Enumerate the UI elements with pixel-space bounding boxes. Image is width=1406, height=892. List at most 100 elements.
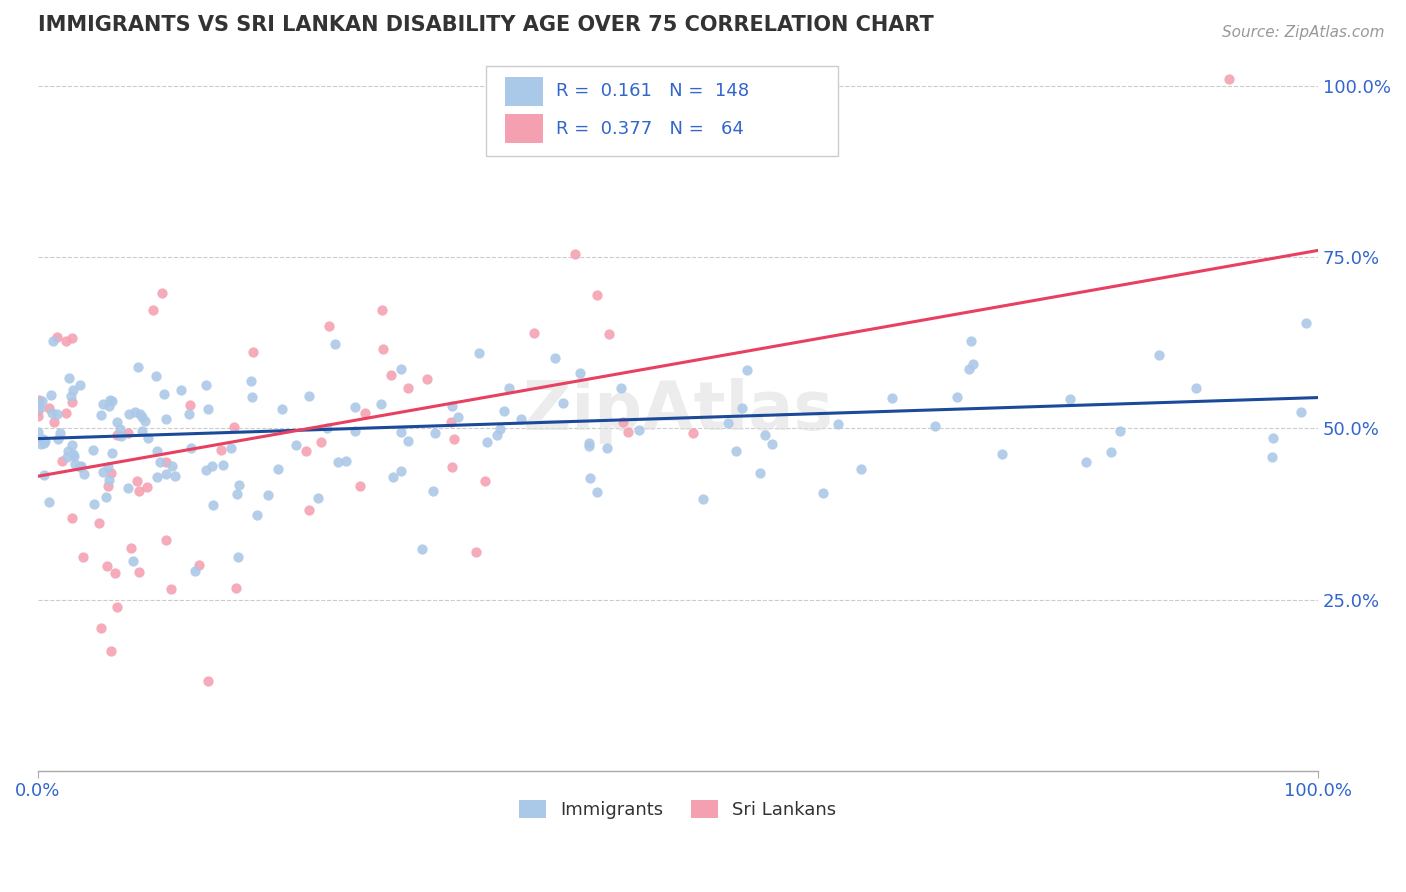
Point bbox=[242, 390, 264, 404]
Point bbox=[32, 436, 55, 450]
Point bbox=[323, 337, 346, 351]
FancyBboxPatch shape bbox=[505, 77, 544, 106]
Point bbox=[295, 444, 318, 458]
Point bbox=[326, 455, 349, 469]
Point bbox=[32, 432, 55, 446]
Text: R =  0.161   N =  148: R = 0.161 N = 148 bbox=[557, 82, 749, 101]
Point bbox=[371, 342, 394, 356]
Point bbox=[628, 423, 651, 437]
Point bbox=[141, 303, 163, 318]
Point bbox=[271, 401, 294, 416]
Point bbox=[422, 484, 444, 499]
Point bbox=[285, 438, 308, 452]
Point bbox=[31, 393, 53, 408]
Point bbox=[97, 479, 120, 493]
Point bbox=[1295, 317, 1317, 331]
Point bbox=[195, 378, 218, 392]
Point bbox=[730, 401, 752, 415]
Point bbox=[55, 406, 77, 420]
Point bbox=[145, 369, 167, 384]
Text: ZipAtlas: ZipAtlas bbox=[523, 378, 832, 444]
Point bbox=[370, 397, 392, 411]
Text: R =  0.377   N =   64: R = 0.377 N = 64 bbox=[557, 120, 744, 137]
Point bbox=[544, 351, 567, 365]
Point bbox=[184, 564, 207, 578]
Point bbox=[30, 437, 52, 451]
Point bbox=[105, 600, 128, 615]
Point bbox=[343, 401, 366, 415]
Point bbox=[1291, 405, 1313, 419]
Point bbox=[125, 474, 148, 488]
Point bbox=[27, 409, 49, 423]
Point bbox=[73, 467, 96, 482]
Point bbox=[105, 427, 128, 442]
Point bbox=[851, 462, 873, 476]
Point bbox=[163, 469, 186, 483]
Point bbox=[349, 479, 371, 493]
Point bbox=[202, 498, 225, 512]
Point bbox=[56, 444, 79, 458]
Point bbox=[60, 389, 83, 403]
Point bbox=[389, 425, 412, 439]
Point bbox=[159, 582, 181, 596]
Point bbox=[682, 426, 704, 441]
Point bbox=[380, 368, 402, 383]
Point bbox=[60, 438, 83, 452]
Point bbox=[124, 405, 146, 419]
Point bbox=[226, 549, 249, 564]
Point bbox=[1108, 425, 1130, 439]
Point bbox=[180, 441, 202, 455]
Point bbox=[416, 372, 439, 386]
Point bbox=[440, 460, 463, 475]
Point bbox=[131, 410, 153, 425]
Point bbox=[474, 475, 496, 489]
Point bbox=[411, 542, 433, 557]
Point bbox=[578, 439, 600, 453]
Point bbox=[58, 371, 80, 385]
Point bbox=[389, 361, 412, 376]
Point bbox=[240, 374, 263, 388]
Point bbox=[725, 444, 748, 458]
Point bbox=[153, 387, 176, 401]
Point bbox=[117, 407, 139, 421]
Point bbox=[41, 406, 63, 420]
Point bbox=[100, 446, 122, 460]
Point bbox=[101, 394, 124, 409]
Point bbox=[98, 392, 121, 407]
Point bbox=[924, 418, 946, 433]
Point bbox=[134, 414, 156, 428]
Point bbox=[62, 447, 84, 461]
Point bbox=[748, 467, 770, 481]
Point bbox=[246, 508, 269, 522]
Point bbox=[598, 327, 620, 342]
Point bbox=[1218, 72, 1240, 87]
Point bbox=[131, 424, 153, 438]
Point bbox=[94, 490, 117, 504]
Point bbox=[382, 470, 405, 484]
Point bbox=[97, 459, 120, 474]
Point bbox=[100, 644, 122, 658]
Point bbox=[425, 426, 447, 441]
Text: Source: ZipAtlas.com: Source: ZipAtlas.com bbox=[1222, 25, 1385, 40]
Point bbox=[610, 381, 633, 395]
Point bbox=[146, 444, 169, 458]
Point bbox=[485, 427, 508, 442]
Point bbox=[128, 565, 150, 579]
Point bbox=[443, 432, 465, 446]
Point bbox=[34, 468, 56, 483]
Point bbox=[498, 381, 520, 395]
Point bbox=[257, 488, 280, 502]
Point bbox=[128, 484, 150, 499]
Point bbox=[551, 396, 574, 410]
Point bbox=[129, 407, 152, 421]
Point bbox=[110, 429, 132, 443]
Point bbox=[335, 453, 357, 467]
Point bbox=[197, 674, 219, 689]
Point bbox=[579, 471, 602, 485]
Point bbox=[117, 425, 139, 440]
Point bbox=[155, 467, 177, 481]
Point bbox=[225, 487, 247, 501]
Point bbox=[96, 559, 118, 574]
Point bbox=[38, 401, 60, 415]
Point bbox=[761, 436, 783, 450]
